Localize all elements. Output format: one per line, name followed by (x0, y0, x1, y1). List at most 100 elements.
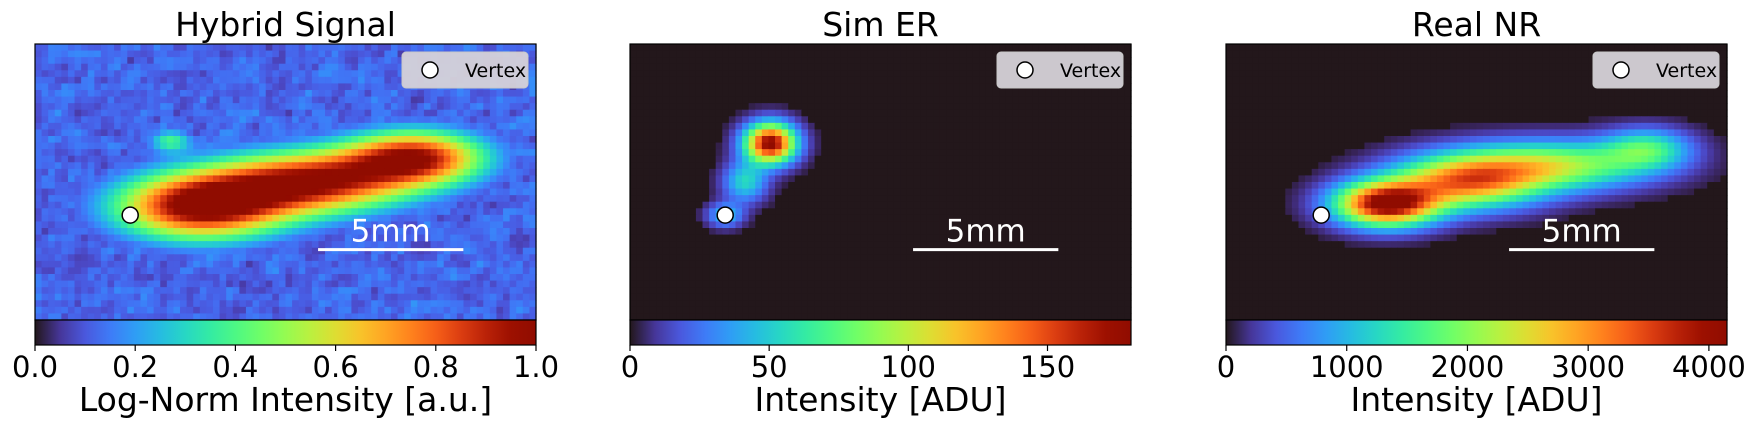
heatmap-cell (390, 214, 399, 223)
heatmap-cell (120, 96, 128, 104)
heatmap-cell (656, 188, 664, 196)
heatmap-cell (728, 57, 737, 65)
heatmap-cell (100, 90, 109, 98)
heatmap-cell (913, 116, 921, 124)
heatmap-cell (437, 195, 445, 203)
heatmap-cell (643, 142, 651, 150)
heatmap-cell (404, 168, 412, 177)
heatmap-cell (285, 44, 293, 52)
heatmap-cell (470, 274, 478, 282)
heatmap-cell (860, 188, 868, 196)
heatmap-cell (516, 136, 524, 144)
heatmap-cell (775, 162, 783, 170)
heatmap-cell (1045, 90, 1053, 98)
heatmap-cell (377, 142, 385, 150)
heatmap-cell (926, 188, 934, 196)
heatmap-cell (325, 142, 333, 150)
heatmap-cell (689, 168, 697, 177)
heatmap-cell (212, 122, 221, 131)
heatmap-cell (239, 63, 247, 71)
heatmap-cell (259, 293, 267, 301)
heatmap-cell (371, 188, 379, 196)
heatmap-cell (166, 182, 175, 190)
heatmap-cell (232, 267, 240, 275)
heatmap-cell (48, 300, 56, 308)
heatmap-cell (470, 287, 478, 295)
heatmap-cell (35, 313, 43, 321)
heatmap-cell (437, 208, 445, 216)
heatmap-cell (114, 83, 122, 91)
heatmap-cell (516, 175, 524, 183)
heatmap-cell (748, 83, 756, 91)
heatmap-cell (1045, 168, 1053, 177)
heatmap-cell (318, 96, 326, 104)
heatmap-cell (702, 50, 710, 58)
heatmap-cell (344, 280, 353, 288)
heatmap-cell (496, 287, 504, 295)
heatmap-cell (384, 168, 392, 177)
heatmap-cell (127, 313, 135, 321)
heatmap-cell (358, 280, 366, 288)
heatmap-cell (735, 162, 743, 170)
heatmap-cell (180, 254, 188, 262)
heatmap-cell (166, 155, 175, 163)
heatmap-cell (344, 182, 353, 190)
heatmap-cell (160, 129, 168, 137)
heatmap-cell (735, 168, 743, 177)
heatmap-cell (404, 247, 412, 255)
heatmap-cell (496, 313, 504, 321)
heatmap-cell (259, 142, 267, 150)
heatmap-cell (900, 76, 908, 85)
heatmap-cell (748, 175, 756, 183)
heatmap-cell (417, 195, 425, 203)
heatmap-cell (503, 260, 511, 269)
heatmap-cell (193, 293, 201, 301)
heatmap-cell (61, 188, 69, 196)
heatmap-cell (318, 293, 326, 301)
heatmap-cell (166, 129, 175, 137)
heatmap-cell (873, 50, 882, 58)
heatmap-cell (1051, 109, 1060, 117)
heatmap-cell (54, 103, 62, 111)
heatmap-cell (456, 306, 465, 315)
heatmap-cell (67, 287, 76, 295)
heatmap-cell (630, 155, 638, 163)
heatmap-cell (630, 142, 638, 150)
heatmap-cell (193, 195, 201, 203)
heatmap-cell (880, 122, 888, 131)
heatmap-cell (768, 96, 776, 104)
heatmap-cell (972, 162, 980, 170)
heatmap-cell (153, 287, 161, 295)
heatmap-cell (331, 188, 339, 196)
heatmap-cell (456, 221, 465, 229)
heatmap-cell (920, 149, 928, 157)
heatmap-cell (788, 96, 796, 104)
heatmap-cell (933, 122, 941, 131)
heatmap-cell (140, 83, 148, 91)
heatmap-cell (695, 129, 704, 137)
heatmap-cell (259, 260, 267, 269)
heatmap-cell (443, 201, 451, 209)
heatmap-cell (503, 168, 511, 177)
heatmap-cell (180, 44, 188, 52)
heatmap-cell (516, 293, 524, 301)
heatmap-cell (423, 182, 432, 190)
heatmap-cell (1124, 155, 1132, 163)
heatmap-cell (1124, 90, 1132, 98)
heatmap-cell (781, 44, 789, 52)
heatmap-cell (821, 142, 829, 150)
heatmap-cell (292, 214, 300, 223)
heatmap-cell (292, 109, 300, 117)
heatmap-cell (331, 103, 339, 111)
heatmap-cell (423, 90, 432, 98)
heatmap-cell (834, 162, 842, 170)
heatmap-cell (331, 50, 339, 58)
heatmap-cell (338, 76, 346, 85)
heatmap-cell (67, 195, 76, 203)
heatmap-cell (81, 234, 89, 242)
heatmap-cell (728, 162, 737, 170)
heatmap-cell (272, 90, 280, 98)
heatmap-cell (893, 90, 901, 98)
heatmap-cell (443, 221, 451, 229)
heatmap-cell (801, 182, 809, 190)
